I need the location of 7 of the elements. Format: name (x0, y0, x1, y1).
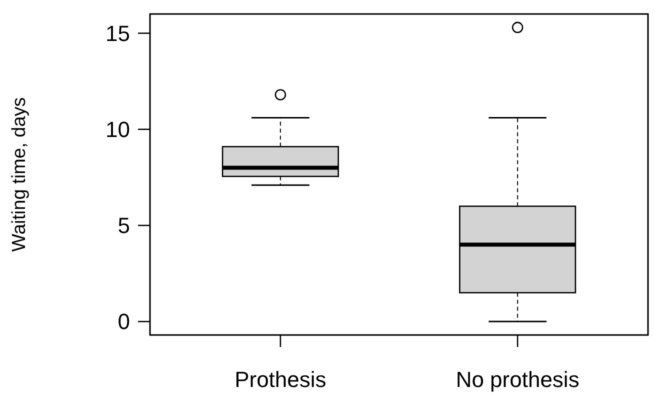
y-tick-label: 15 (106, 20, 130, 46)
x-tick-label: Prothesis (234, 367, 326, 392)
x-tick-label: No prothesis (456, 367, 580, 392)
y-tick-label: 5 (118, 213, 130, 238)
y-tick-label: 0 (118, 309, 130, 334)
y-axis-title: Waiting time, days (9, 97, 30, 252)
y-tick-label: 10 (106, 117, 130, 142)
